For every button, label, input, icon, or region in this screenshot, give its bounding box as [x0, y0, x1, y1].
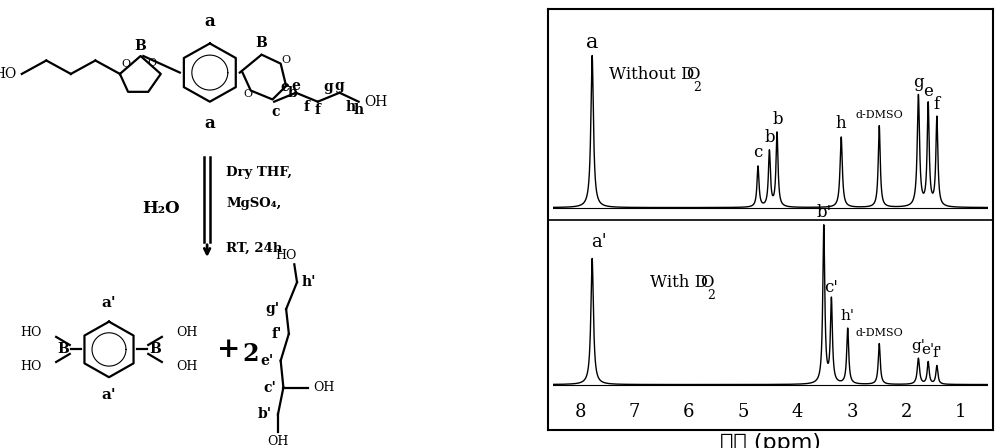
- Text: Dry THF,: Dry THF,: [226, 166, 292, 179]
- Text: O: O: [121, 60, 130, 69]
- Text: h: h: [354, 103, 364, 117]
- Text: a: a: [586, 33, 598, 52]
- Text: a': a': [102, 388, 116, 402]
- Text: c': c': [263, 380, 276, 395]
- Text: h: h: [836, 115, 846, 132]
- Text: b: b: [773, 111, 783, 128]
- Text: HO: HO: [275, 249, 297, 262]
- Text: 5: 5: [738, 403, 749, 421]
- Text: h': h': [841, 310, 855, 323]
- Text: HO: HO: [0, 67, 16, 81]
- Text: g': g': [265, 302, 279, 316]
- Text: O: O: [686, 65, 700, 82]
- Text: h: h: [345, 100, 355, 114]
- Text: h': h': [301, 275, 316, 289]
- Text: 6: 6: [683, 403, 695, 421]
- Text: c: c: [753, 144, 763, 161]
- Text: MgSO₄,: MgSO₄,: [226, 197, 281, 211]
- Text: a: a: [204, 13, 215, 30]
- Text: 1: 1: [955, 403, 967, 421]
- Text: c: c: [271, 105, 279, 119]
- Text: d-DMSO: d-DMSO: [855, 111, 903, 121]
- Text: g': g': [911, 339, 925, 353]
- Text: f: f: [934, 96, 940, 113]
- Text: d-DMSO: d-DMSO: [855, 328, 903, 338]
- Text: B: B: [256, 36, 267, 50]
- Text: 2: 2: [901, 403, 912, 421]
- Text: 4: 4: [792, 403, 803, 421]
- Text: 8: 8: [574, 403, 586, 421]
- Text: b: b: [764, 129, 775, 146]
- Text: O: O: [148, 58, 157, 68]
- Text: B: B: [57, 342, 69, 357]
- Text: 2: 2: [693, 81, 701, 94]
- Text: With D: With D: [650, 274, 708, 291]
- Text: HO: HO: [20, 360, 41, 373]
- Text: a: a: [204, 115, 215, 132]
- Text: HO: HO: [20, 326, 41, 339]
- Text: f: f: [304, 100, 310, 114]
- Text: b: b: [287, 86, 297, 100]
- Text: g: g: [913, 74, 924, 91]
- Text: f': f': [932, 346, 942, 361]
- Text: B: B: [149, 342, 161, 357]
- Text: B: B: [135, 39, 146, 53]
- Text: e: e: [923, 83, 933, 100]
- Text: e': e': [922, 343, 935, 357]
- Text: a': a': [102, 297, 116, 310]
- Text: g: g: [335, 79, 344, 93]
- Text: c': c': [824, 279, 838, 296]
- Text: H₂O: H₂O: [142, 200, 180, 217]
- Text: O: O: [700, 274, 713, 291]
- Text: e': e': [260, 353, 274, 368]
- Text: f: f: [315, 103, 321, 117]
- Text: O: O: [243, 89, 252, 99]
- Text: OH: OH: [177, 360, 198, 373]
- Text: 7: 7: [629, 403, 640, 421]
- Text: a': a': [591, 233, 607, 251]
- Text: e: e: [291, 79, 300, 93]
- Text: f': f': [271, 327, 282, 341]
- Text: b': b': [257, 407, 271, 422]
- Text: 位移 (ppm): 位移 (ppm): [720, 433, 821, 448]
- Text: g: g: [324, 80, 334, 94]
- Text: e: e: [281, 80, 289, 94]
- Text: +: +: [217, 336, 241, 363]
- Text: OH: OH: [364, 95, 387, 109]
- Text: 2: 2: [707, 289, 715, 302]
- Text: 3: 3: [846, 403, 858, 421]
- Text: 2: 2: [242, 342, 259, 366]
- Text: O: O: [282, 55, 291, 65]
- Text: OH: OH: [313, 381, 335, 394]
- Text: RT, 24h: RT, 24h: [226, 242, 283, 255]
- Text: Without D: Without D: [609, 65, 694, 82]
- Text: b': b': [816, 204, 831, 221]
- Text: OH: OH: [267, 435, 289, 448]
- Text: OH: OH: [177, 326, 198, 339]
